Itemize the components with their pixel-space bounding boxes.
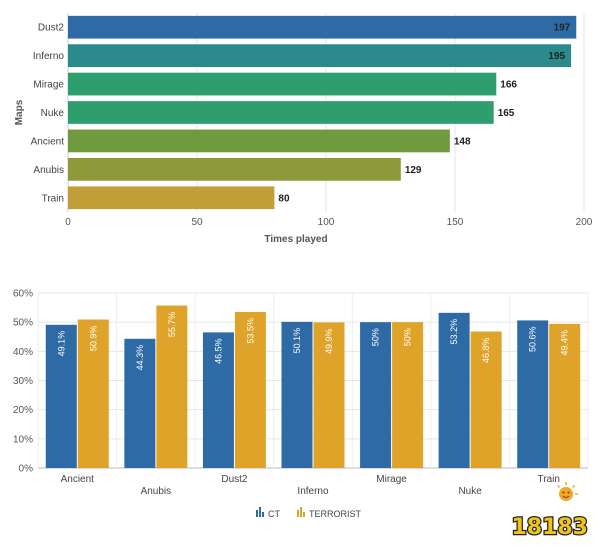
x-tick-label: 150 [447, 217, 464, 228]
bar-value-label: 46.5% [213, 338, 223, 364]
legend-item-terrorist: TERRORIST [297, 507, 362, 519]
bar [68, 44, 572, 68]
y-category-label: Nuke [41, 108, 65, 119]
y-tick-label: 10% [13, 434, 33, 445]
bar-value-label: 197 [554, 23, 571, 34]
bar-value-label: 49.9% [324, 328, 334, 354]
y-category-label: Mirage [33, 80, 64, 91]
legend-icon-bar [262, 512, 264, 517]
bar [438, 312, 470, 468]
bar [313, 322, 345, 468]
bar-value-label: 53.5% [245, 318, 255, 344]
x-category-label: Train [538, 474, 560, 485]
bar-value-label: 129 [405, 165, 422, 176]
bar [77, 319, 109, 468]
bar [124, 338, 156, 468]
legend-icon-bar [297, 510, 299, 517]
bar-value-label: 50% [371, 328, 381, 346]
legend-label: CT [268, 509, 280, 519]
watermark-logo: 18183 [510, 482, 589, 541]
bar [68, 157, 401, 181]
bar-value-label: 50% [403, 328, 413, 346]
y-category-label: Ancient [31, 136, 65, 147]
bar-value-label: 49.1% [56, 331, 66, 357]
bar [45, 324, 77, 468]
y-axis-title: Maps [14, 99, 25, 125]
y-category-label: Train [42, 193, 64, 204]
bar-value-label: 166 [500, 80, 517, 91]
bar [68, 129, 450, 153]
x-tick-label: 200 [576, 217, 593, 228]
smiling-sun-icon [556, 482, 578, 501]
legend-icon-bar [259, 507, 261, 517]
bar [281, 321, 313, 468]
y-tick-label: 60% [13, 289, 33, 300]
bar [156, 305, 188, 468]
bar-value-label: 50.6% [528, 326, 538, 352]
bar [549, 323, 581, 468]
bar-value-label: 80 [278, 193, 290, 204]
bar [202, 332, 234, 468]
y-tick-label: 50% [13, 318, 33, 329]
y-category-label: Inferno [33, 51, 65, 62]
watermark-text: 18183 [511, 515, 588, 540]
bar [517, 320, 549, 468]
bar [360, 322, 392, 468]
legend-label: TERRORIST [309, 509, 362, 519]
bar-value-label: 46.8% [481, 337, 491, 363]
y-category-label: Dust2 [38, 23, 65, 34]
legend-item-ct: CT [256, 507, 280, 519]
x-category-label: Ancient [61, 474, 95, 485]
y-category-label: Anubis [33, 165, 64, 176]
bar-value-label: 50.9% [88, 326, 98, 352]
bar [234, 311, 266, 468]
y-tick-label: 30% [13, 376, 33, 387]
bar [68, 72, 497, 96]
x-axis-title: Times played [264, 234, 327, 245]
win-rate-chart: 0% 10% 20% 30% 40% 50% 60% 49.1% 50.9% Ancient 44.… [13, 289, 589, 519]
bar-value-label: 49.4% [560, 330, 570, 356]
x-tick-label: 0 [65, 217, 71, 228]
bar-value-label: 55.7% [167, 312, 177, 338]
x-tick-label: 50 [191, 217, 203, 228]
bar [392, 322, 424, 468]
bar-value-label: 44.3% [135, 345, 145, 371]
bar-value-label: 50.1% [292, 328, 302, 354]
x-category-label: Dust2 [221, 474, 248, 485]
x-category-label: Anubis [141, 486, 172, 497]
y-tick-label: 40% [13, 347, 33, 358]
bar-chart-icon [256, 507, 264, 517]
bar-chart-icon [297, 507, 305, 517]
x-category-label: Nuke [458, 486, 482, 497]
bar-value-label: 165 [498, 108, 515, 119]
bar [68, 186, 275, 210]
bar [68, 101, 494, 124]
legend-icon-bar [300, 507, 302, 517]
times-played-chart: 0 50 100 150 200 Dust2 197 Inferno 195 Mirage 166 N… [14, 13, 593, 245]
legend-icon-bar [303, 512, 305, 517]
bar-value-label: 148 [454, 136, 471, 147]
legend: CT TERRORIST [256, 507, 362, 519]
bar-value-label: 53.2% [449, 319, 459, 345]
y-tick-label: 20% [13, 405, 33, 416]
bar [470, 331, 502, 468]
x-category-label: Inferno [297, 486, 329, 497]
x-category-label: Mirage [376, 474, 407, 485]
bar-value-label: 195 [548, 51, 565, 62]
y-tick-label: 0% [19, 464, 34, 475]
legend-icon-bar [256, 510, 258, 517]
x-tick-label: 100 [318, 217, 335, 228]
bar [68, 15, 577, 39]
